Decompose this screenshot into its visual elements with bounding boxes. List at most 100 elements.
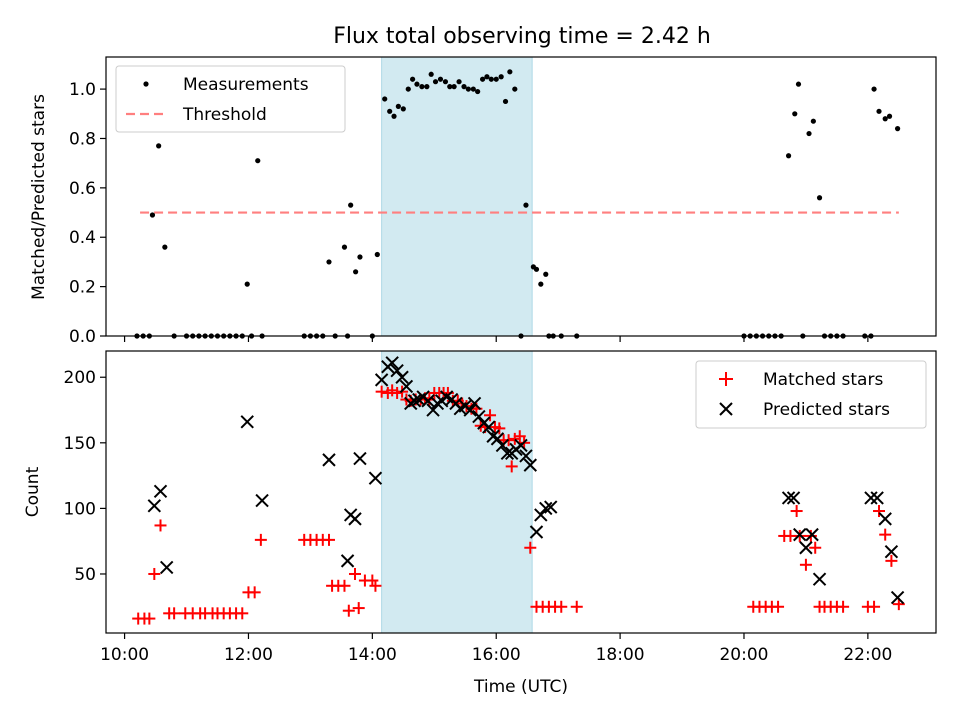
predicted-point bbox=[519, 449, 533, 463]
legend-measurements-marker bbox=[143, 81, 149, 87]
measurement-point bbox=[428, 71, 434, 77]
measurement-point bbox=[326, 259, 332, 265]
predicted-point bbox=[353, 451, 367, 466]
predicted-point bbox=[407, 394, 422, 408]
measurement-point bbox=[400, 106, 406, 112]
predicted-point bbox=[482, 420, 496, 434]
measurement-point bbox=[493, 76, 499, 82]
predicted-point bbox=[467, 396, 482, 411]
matched-point bbox=[342, 604, 355, 617]
matched-point bbox=[248, 586, 261, 599]
measurement-point bbox=[424, 84, 430, 90]
matched-point bbox=[168, 607, 181, 620]
ratio-y-ticks: 0.0 0.2 0.4 0.6 0.8 1.0 bbox=[69, 80, 106, 347]
matched-point bbox=[799, 558, 812, 571]
measurement-point bbox=[882, 116, 888, 122]
count-y-label: Count bbox=[23, 466, 43, 517]
measurement-point bbox=[785, 153, 792, 159]
predicted-point bbox=[147, 499, 162, 513]
measurement-point bbox=[156, 143, 162, 149]
measurement-point bbox=[456, 79, 462, 85]
measurement-point bbox=[353, 269, 359, 275]
predicted-points bbox=[147, 356, 905, 605]
legend-threshold-label: Threshold bbox=[182, 105, 267, 125]
measurement-point bbox=[391, 113, 397, 119]
ratio-y-tick-label: 0.0 bbox=[69, 327, 96, 347]
matched-point bbox=[493, 422, 506, 435]
measurement-point bbox=[442, 79, 449, 85]
matched-point bbox=[148, 567, 161, 580]
legend-matched-marker bbox=[719, 372, 733, 386]
predicted-point bbox=[255, 493, 269, 508]
count-x-tick-label: 10:00 bbox=[100, 645, 149, 665]
matched-point bbox=[349, 567, 361, 580]
x-axis-label: Time (UTC) bbox=[473, 677, 568, 697]
measurement-points bbox=[134, 69, 901, 339]
measurement-point bbox=[437, 76, 444, 82]
ratio-y-label: Matched/Predicted stars bbox=[29, 94, 49, 300]
measurement-point bbox=[502, 98, 509, 105]
matched-point bbox=[772, 600, 785, 613]
count-legend: Matched stars Predicted stars bbox=[695, 360, 927, 429]
predicted-point bbox=[534, 508, 548, 522]
matched-point bbox=[555, 600, 568, 613]
measurement-point bbox=[419, 84, 425, 90]
predicted-point bbox=[495, 438, 510, 453]
measurement-point bbox=[894, 126, 901, 132]
matched-point bbox=[254, 533, 267, 546]
measurement-point bbox=[405, 86, 411, 92]
predicted-point bbox=[878, 512, 892, 526]
measurement-point bbox=[533, 266, 540, 272]
predicted-point bbox=[870, 491, 884, 505]
matched-point bbox=[809, 541, 822, 554]
measurement-point bbox=[479, 76, 486, 82]
ratio-x-ticks bbox=[123, 336, 869, 342]
measurement-point bbox=[810, 118, 816, 124]
predicted-point bbox=[793, 527, 807, 542]
measurement-point bbox=[374, 251, 380, 258]
matched-point bbox=[352, 602, 365, 615]
measurement-point bbox=[470, 86, 476, 92]
measurement-point bbox=[792, 111, 798, 117]
predicted-point bbox=[374, 373, 389, 387]
measurement-point bbox=[816, 195, 823, 201]
measurement-point bbox=[465, 86, 471, 92]
measurement-point bbox=[357, 254, 363, 260]
matched-point bbox=[505, 460, 518, 473]
predicted-point bbox=[463, 403, 477, 417]
count-y-tick-label: 100 bbox=[64, 499, 96, 519]
predicted-point bbox=[153, 484, 168, 499]
ratio-y-tick-label: 1.0 bbox=[69, 80, 96, 100]
predicted-point bbox=[884, 544, 899, 559]
matched-point bbox=[513, 430, 526, 443]
predicted-point bbox=[385, 356, 399, 370]
predicted-point bbox=[529, 525, 544, 539]
predicted-point bbox=[399, 379, 414, 394]
predicted-point bbox=[159, 560, 174, 575]
predicted-point bbox=[805, 527, 819, 542]
count-y-tick-label: 50 bbox=[74, 565, 96, 585]
measurement-point bbox=[886, 113, 893, 119]
count-x-tick-label: 16:00 bbox=[472, 645, 521, 665]
ratio-y-tick-label: 0.4 bbox=[69, 228, 96, 248]
predicted-point bbox=[395, 370, 409, 384]
measurement-point bbox=[382, 96, 388, 102]
measurement-point bbox=[255, 158, 261, 164]
predicted-point bbox=[544, 500, 558, 514]
matched-point bbox=[369, 579, 382, 592]
predicted-point bbox=[500, 446, 515, 461]
ratio-legend: Measurements Threshold bbox=[115, 65, 346, 133]
matched-point bbox=[524, 541, 537, 554]
matched-point bbox=[873, 505, 886, 518]
predicted-point bbox=[890, 590, 905, 605]
measurement-point bbox=[451, 84, 457, 90]
measurement-point bbox=[461, 84, 467, 90]
legend-measurements-label: Measurements bbox=[183, 75, 309, 95]
predicted-point bbox=[812, 572, 827, 586]
count-y-ticks: 50 100 150 200 bbox=[64, 368, 106, 585]
measurement-point bbox=[432, 79, 439, 85]
ratio-legend-box bbox=[115, 65, 346, 133]
measurement-point bbox=[484, 74, 490, 80]
ratio-y-tick-label: 0.6 bbox=[69, 179, 96, 199]
